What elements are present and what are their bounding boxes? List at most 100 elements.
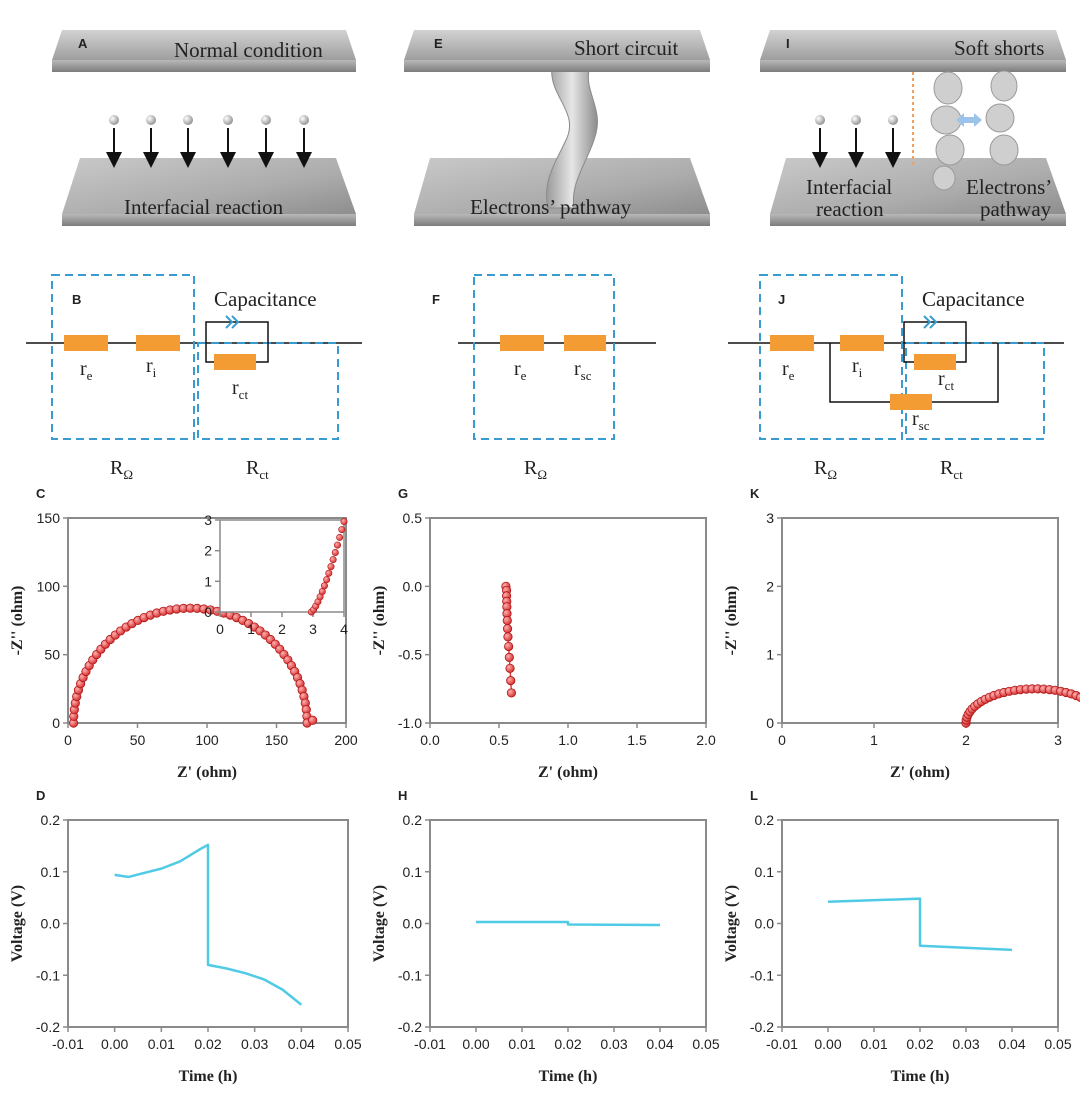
- x-axis-label: Z' (ohm): [177, 764, 237, 781]
- label-interfacial: Interfacial: [806, 175, 892, 199]
- chart-h: -0.01 0.00 0.01 0.02 0.03 0.04 0.05 -0.2 -0.1 0.0…: [371, 788, 720, 1085]
- bottom-plate-edge: [770, 214, 1066, 226]
- y-tick-label: 0: [52, 715, 60, 731]
- x-tick-label: 3: [1054, 732, 1062, 748]
- data-point: [336, 533, 344, 541]
- panel-letter: L: [750, 788, 758, 803]
- ion-arrows: [812, 115, 901, 168]
- svg-text:ri: ri: [146, 355, 157, 380]
- y-tick-label: 3: [204, 512, 212, 528]
- data-point: [320, 582, 328, 590]
- r-ct-label: R: [940, 457, 954, 479]
- panel-letter: H: [398, 788, 407, 803]
- x-tick-label: 50: [130, 732, 146, 748]
- x-tick-label: 0.02: [906, 1036, 933, 1052]
- svg-text:rct: rct: [938, 368, 954, 393]
- panel-e-illustration: E Short circuit Electrons’ pathway: [404, 30, 710, 226]
- circuit-f: F re rsc RΩ: [432, 274, 656, 482]
- y-tick-label: 3: [766, 510, 774, 526]
- re-label: r: [80, 358, 87, 380]
- svg-text:rsc: rsc: [912, 408, 930, 433]
- bottom-plate: [770, 158, 1066, 214]
- label-pathway: pathway: [980, 197, 1052, 221]
- x-tick-label: 0.05: [692, 1036, 719, 1052]
- panel-letter: I: [786, 36, 790, 51]
- top-plate: [404, 30, 710, 60]
- panel-title: Normal condition: [174, 38, 323, 62]
- bottom-plate-edge: [414, 214, 710, 226]
- y-tick-label: 0: [766, 715, 774, 731]
- x-tick-label: 0.05: [334, 1036, 361, 1052]
- y-tick-label: -0.2: [750, 1019, 774, 1035]
- dendrite-right: [985, 70, 1019, 166]
- y-tick-label: 100: [37, 578, 61, 594]
- y-tick-label: 2: [204, 543, 212, 559]
- y-tick-label: 0.0: [41, 916, 61, 932]
- x-tick-label: -0.01: [52, 1036, 84, 1052]
- svg-text:ri: ri: [852, 355, 863, 380]
- y-tick-label: -0.2: [398, 1019, 422, 1035]
- x-axis-label: Time (h): [891, 1068, 950, 1085]
- data-point: [503, 632, 513, 642]
- panel-i-illustration: I Soft shorts Interfacial reaction Elect…: [760, 30, 1066, 226]
- data-point: [340, 518, 348, 526]
- svg-text:RΩ: RΩ: [110, 457, 133, 482]
- filament: [546, 65, 598, 209]
- y-tick-label: 0.0: [403, 578, 423, 594]
- panel-letter: K: [750, 486, 760, 501]
- y-tick-label: 0.2: [755, 812, 775, 828]
- re-label: r: [782, 358, 789, 380]
- y-tick-label: 0.1: [755, 864, 775, 880]
- x-tick-label: 0.0: [420, 732, 440, 748]
- x-tick-label: 1: [870, 732, 878, 748]
- x-tick-label: 3: [309, 621, 317, 637]
- data-point: [506, 688, 517, 698]
- y-axis-label: Voltage (V): [723, 885, 740, 962]
- y-tick-label: 0.2: [41, 812, 61, 828]
- panel-bottom-label: Electrons’ pathway: [470, 195, 632, 219]
- y-tick-label: 0.5: [403, 510, 423, 526]
- svg-text:rsc: rsc: [574, 358, 592, 383]
- ion-arrows: [106, 115, 312, 168]
- resistor-rct: [914, 354, 956, 370]
- circuit-j: J Capacitance re ri rct rsc RΩ Rct: [728, 274, 1064, 482]
- x-tick-label: 0.03: [241, 1036, 268, 1052]
- data-point: [502, 624, 513, 634]
- voltage-line: [827, 897, 1013, 952]
- dashed-box-r-ohm: [51, 274, 195, 440]
- svg-text:Rct: Rct: [940, 457, 963, 482]
- panel-letter: F: [432, 292, 440, 307]
- data-point: [338, 526, 346, 534]
- svg-text:rct: rct: [232, 377, 248, 402]
- ri-label: r: [852, 355, 859, 377]
- short-branch: [829, 343, 999, 403]
- capacitance-arrow-icon: [923, 315, 938, 329]
- resistor-rct: [214, 354, 256, 370]
- dashed-box-r-ct: [905, 342, 1045, 440]
- dashed-box-r-ohm: [473, 274, 615, 440]
- x-tick-label: 0.01: [860, 1036, 887, 1052]
- capacitance-arrow-icon: [225, 315, 240, 329]
- resistor-re: [64, 335, 108, 351]
- data-point: [331, 548, 339, 556]
- x-tick-label: 0.5: [489, 732, 509, 748]
- data-point: [1075, 692, 1080, 702]
- data-point: [308, 715, 318, 725]
- chart-d: -0.01 0.00 0.01 0.02 0.03 0.04 0.05 -0.2 -0.1 0.0…: [9, 788, 362, 1085]
- ri-label: r: [146, 355, 153, 377]
- plot-frame: [429, 517, 707, 724]
- panel-title: Soft shorts: [954, 36, 1044, 60]
- rct-label: r: [938, 368, 945, 390]
- label-reaction: reaction: [816, 197, 884, 221]
- y-tick-label: -1.0: [398, 715, 422, 731]
- x-tick-label: -0.01: [414, 1036, 446, 1052]
- y-tick-label: -0.2: [36, 1019, 60, 1035]
- y-tick-label: 50: [44, 647, 60, 663]
- x-tick-label: 0.00: [462, 1036, 489, 1052]
- x-tick-label: 1: [247, 621, 255, 637]
- label-electrons: Electrons’: [966, 175, 1052, 199]
- x-tick-label: 0.01: [148, 1036, 175, 1052]
- top-plate: [760, 30, 1066, 60]
- chart-l: -0.01 0.00 0.01 0.02 0.03 0.04 0.05 -0.2 -0.1 0.0…: [723, 788, 1072, 1085]
